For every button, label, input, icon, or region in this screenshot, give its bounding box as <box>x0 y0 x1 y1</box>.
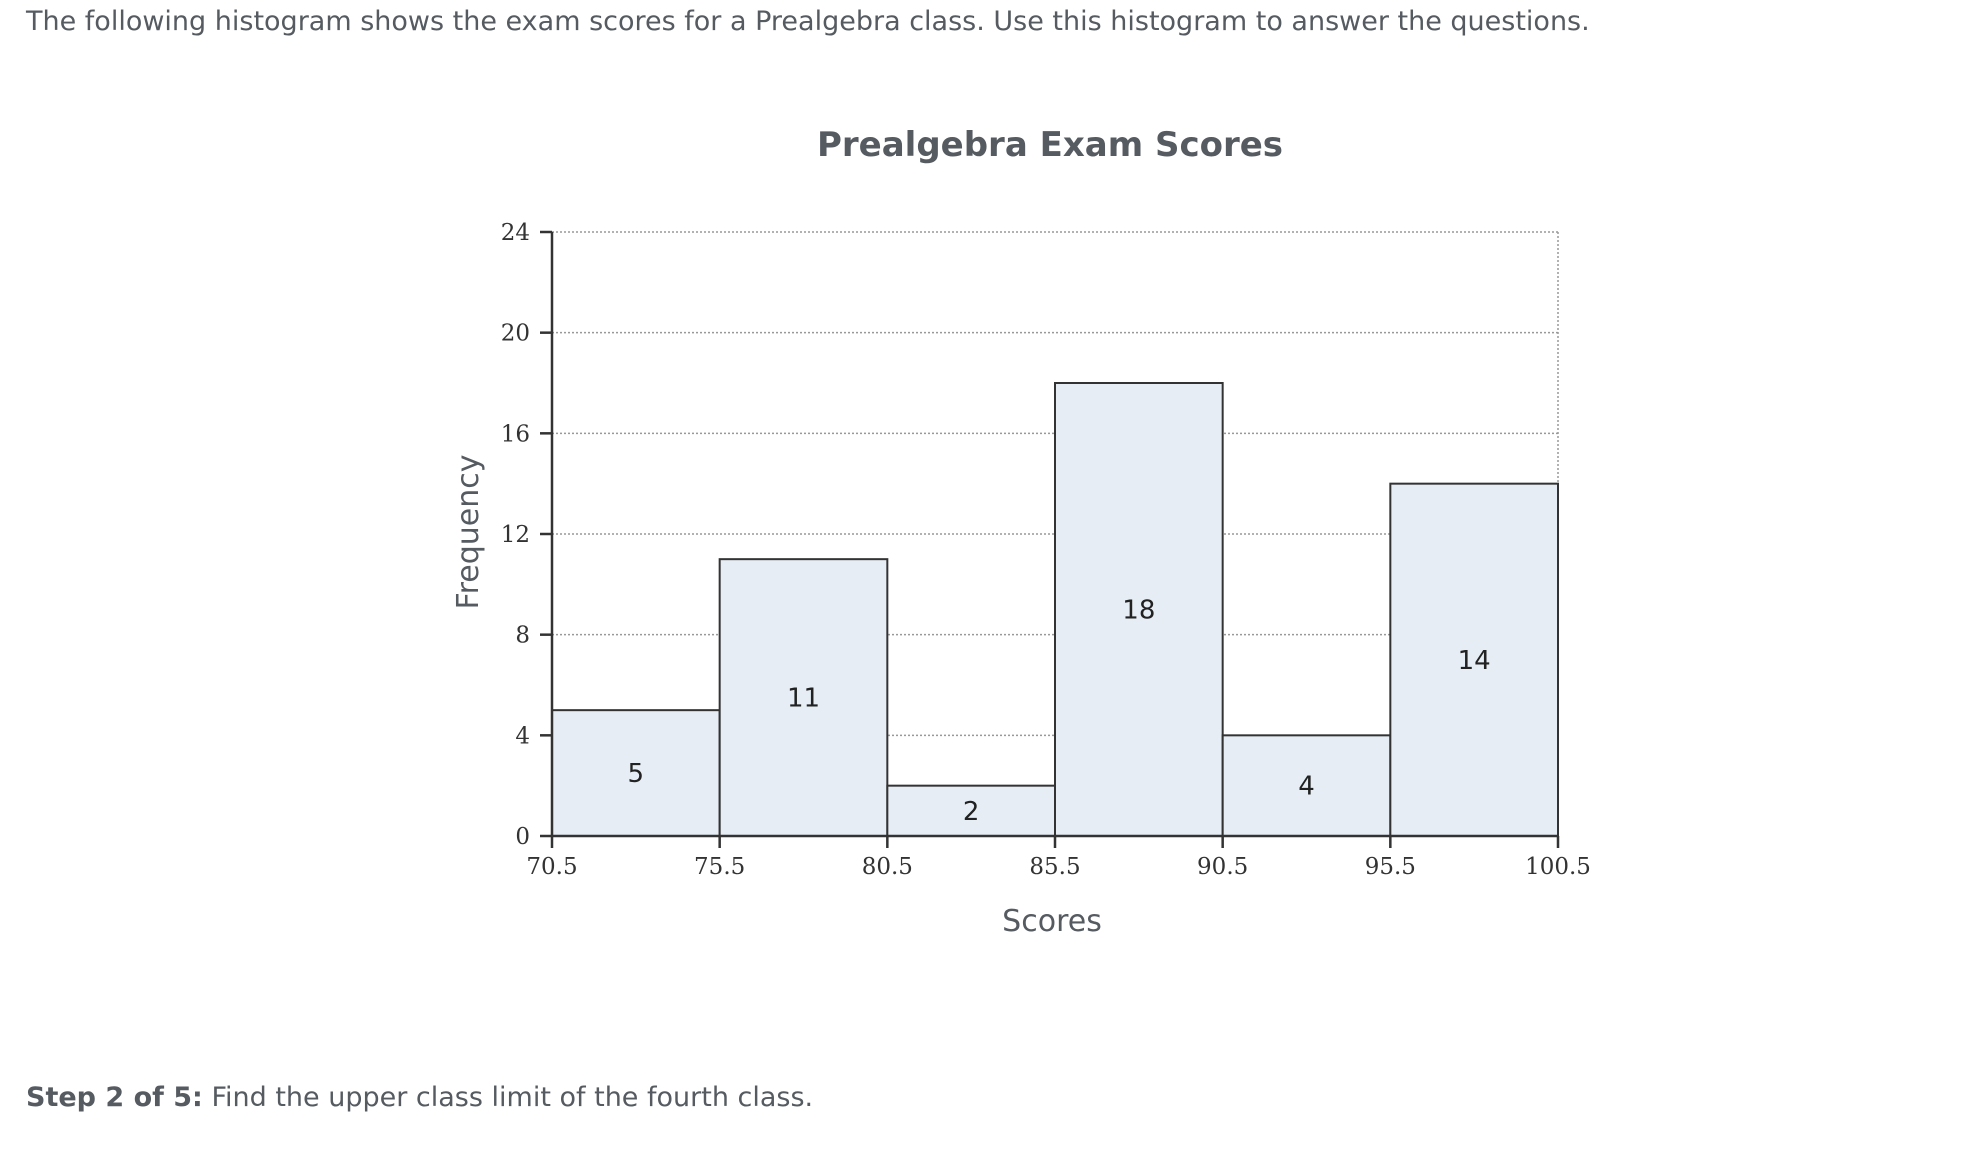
bar-70.5-75.5 <box>551 709 721 838</box>
bars <box>551 382 1560 838</box>
bar-value-label: 5 <box>628 759 645 789</box>
step-prompt: Step 2 of 5: Find the upper class limit … <box>26 1080 813 1116</box>
y-tick-label: 16 <box>501 421 530 447</box>
x-tick-label: 70.5 <box>526 854 577 880</box>
bar-value-label: 4 <box>1298 772 1315 802</box>
x-tick-label: 95.5 <box>1365 854 1416 880</box>
bar-value-label: 18 <box>1122 596 1155 626</box>
bar-95.5-100.5 <box>1389 482 1560 837</box>
bar-85.5-90.5 <box>1054 382 1224 837</box>
bar-value-label: 11 <box>787 684 820 714</box>
bar-75.5-80.5 <box>718 558 889 838</box>
chart-title: Prealgebra Exam Scores <box>817 125 1283 165</box>
x-tick-label: 75.5 <box>694 854 745 880</box>
x-tick-label: 80.5 <box>862 854 913 880</box>
y-tick-label: 24 <box>501 220 530 246</box>
y-tick-label: 8 <box>515 623 530 649</box>
x-tick-label: 90.5 <box>1197 854 1248 880</box>
step-label: Step 2 of 5: <box>26 1082 203 1113</box>
question-intro: The following histogram shows the exam s… <box>26 6 1590 37</box>
x-axis-label: Scores <box>1002 904 1102 939</box>
y-tick-label: 0 <box>515 824 530 850</box>
y-tick-label: 12 <box>501 522 530 548</box>
bar-value-labels: 5 11 2 18 4 14 <box>628 596 1491 827</box>
y-tick-label: 4 <box>515 723 530 749</box>
bar-value-label: 14 <box>1458 646 1491 676</box>
x-tick-label: 100.5 <box>1525 854 1591 880</box>
y-axis-label: Frequency <box>451 455 486 610</box>
x-tick-label: 85.5 <box>1029 854 1080 880</box>
step-text: Find the upper class limit of the fourth… <box>202 1082 814 1113</box>
bar-value-label: 2 <box>963 797 980 827</box>
y-tick-label: 20 <box>501 321 530 347</box>
